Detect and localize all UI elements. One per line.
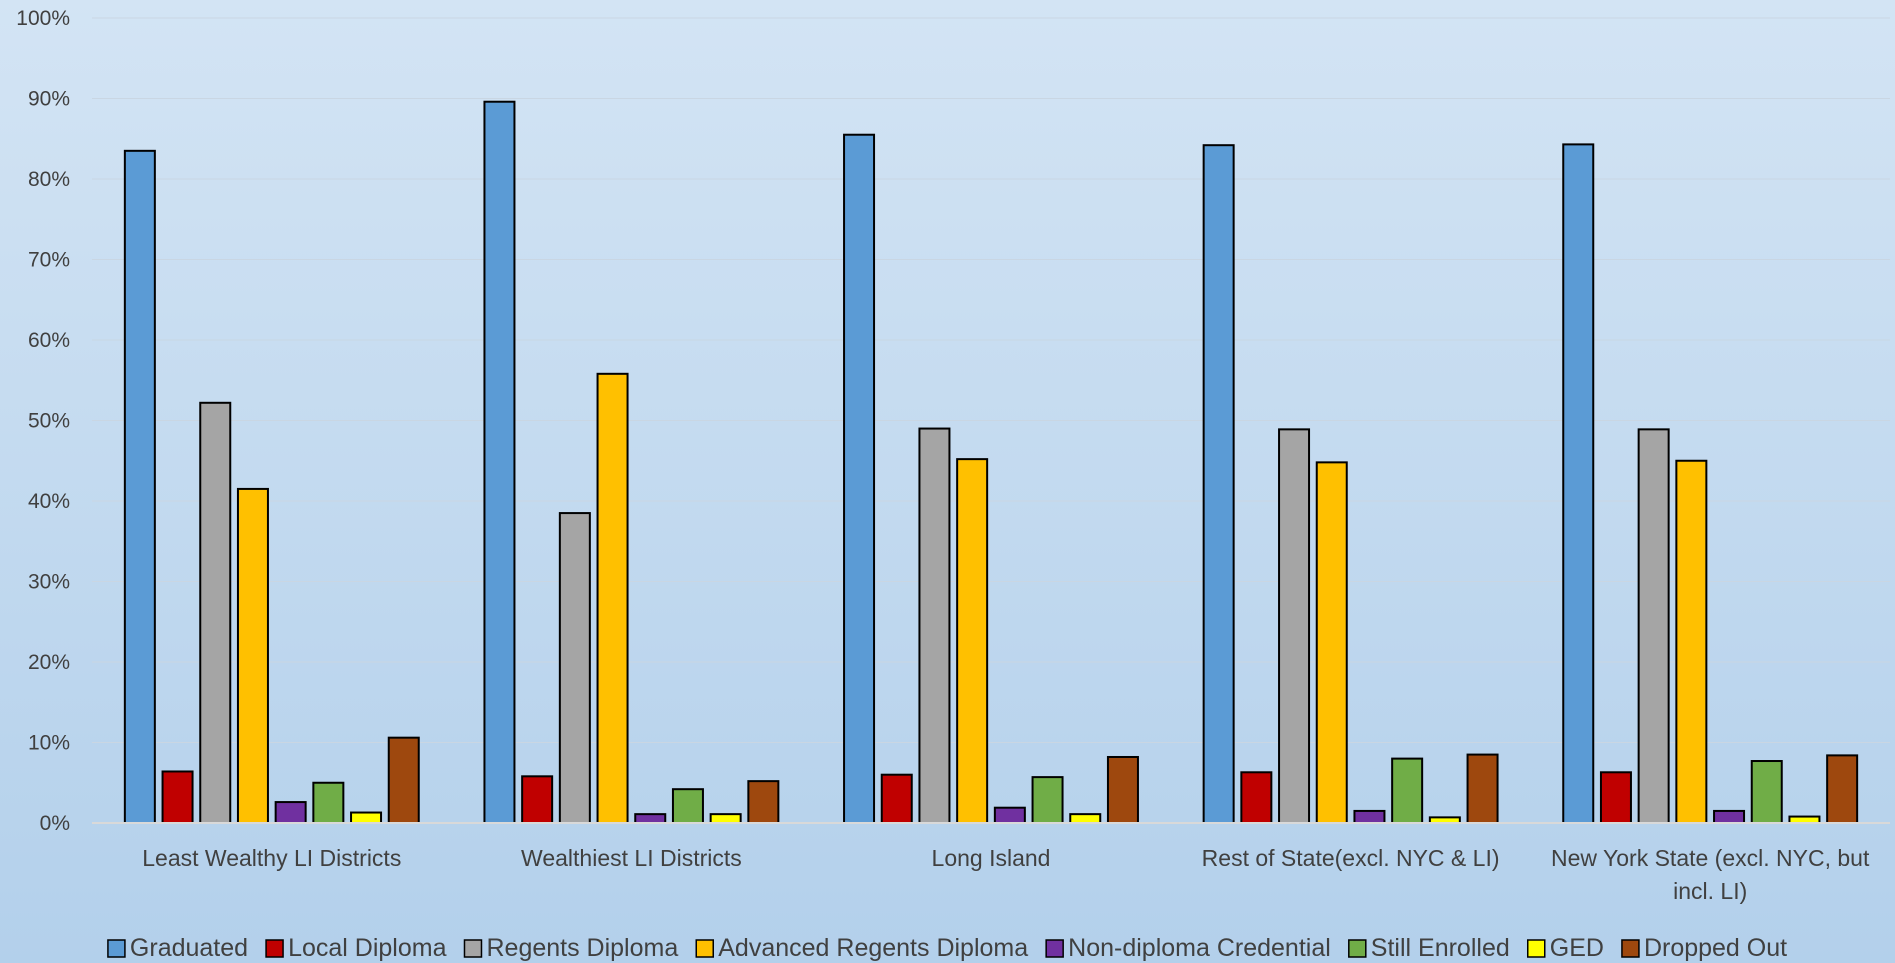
legend-item: Still Enrolled: [1348, 934, 1510, 962]
bar-graduated: [483, 100, 516, 825]
y-tick-label: 30%: [28, 571, 70, 594]
legend-swatch: [107, 939, 126, 958]
bar-regents-diploma: [1637, 428, 1670, 824]
y-tick-label: 0%: [40, 812, 70, 835]
y-tick-label: 10%: [28, 732, 70, 755]
bar-ged: [1069, 813, 1102, 825]
legend-label: GED: [1550, 934, 1604, 962]
bar-non-diploma-credential: [634, 813, 667, 825]
legend-item: Advanced Regents Diploma: [695, 934, 1028, 962]
bar-local-diploma: [880, 773, 913, 825]
bar-non-diploma-credential: [1713, 809, 1746, 824]
bar-regents-diploma: [558, 512, 591, 824]
bar-local-diploma: [521, 775, 554, 824]
category-label: Least Wealthy LI Districts: [142, 845, 401, 871]
legend-swatch: [463, 939, 483, 958]
legend-item: Dropped Out: [1621, 934, 1787, 962]
bar-regents-diploma: [1278, 428, 1311, 824]
legend-item: GED: [1527, 934, 1604, 962]
bar-advanced-regents-diploma: [1315, 461, 1348, 824]
y-tick-label: 90%: [28, 88, 70, 111]
category-label: Wealthiest LI Districts: [521, 845, 742, 871]
legend-swatch: [1348, 939, 1367, 958]
bar-regents-diploma: [918, 427, 951, 824]
bar-dropped-out: [387, 736, 420, 824]
legend-label: Graduated: [130, 934, 248, 962]
bar-advanced-regents-diploma: [236, 487, 269, 824]
bar-graduated: [123, 149, 156, 824]
bar-still-enrolled: [1031, 776, 1064, 824]
bar-local-diploma: [1240, 771, 1273, 824]
bar-still-enrolled: [1750, 760, 1783, 825]
legend: Graduated Local Diploma Regents Diploma Adv…: [107, 934, 1787, 962]
bar-ged: [709, 813, 742, 825]
y-tick-label: 80%: [28, 168, 70, 191]
legend-label: Still Enrolled: [1371, 934, 1510, 962]
legend-item: Non-diploma Credential: [1045, 934, 1331, 962]
bar-regents-diploma: [199, 401, 232, 824]
legend-label: Regents Diploma: [486, 934, 678, 962]
bar-still-enrolled: [312, 781, 345, 824]
category-label: incl. LI): [1673, 878, 1747, 904]
bar-still-enrolled: [671, 788, 704, 825]
y-tick-label: 70%: [28, 249, 70, 272]
bar-dropped-out: [1106, 755, 1139, 824]
bar-advanced-regents-diploma: [956, 458, 989, 824]
legend-swatch: [695, 939, 714, 958]
bar-ged: [350, 811, 383, 824]
legend-swatch: [1621, 939, 1640, 958]
legend-item: Graduated: [107, 934, 248, 962]
bars: [123, 100, 1859, 825]
legend-swatch: [265, 939, 284, 958]
category-label: Rest of State(excl. NYC & LI): [1202, 845, 1500, 871]
y-tick-label: 100%: [16, 7, 70, 30]
legend-item: Regents Diploma: [463, 934, 678, 962]
y-tick-label: 20%: [28, 651, 70, 674]
bar-still-enrolled: [1391, 757, 1424, 824]
bar-non-diploma-credential: [1353, 809, 1386, 824]
y-tick-label: 50%: [28, 410, 70, 433]
bar-dropped-out: [1826, 754, 1859, 825]
gridlines: [92, 17, 1890, 743]
bar-advanced-regents-diploma: [1675, 459, 1708, 824]
legend-swatch: [1527, 939, 1546, 958]
bar-non-diploma-credential: [993, 806, 1026, 825]
y-tick-label: 60%: [28, 329, 70, 352]
bar-dropped-out: [1466, 753, 1499, 825]
legend-label: Dropped Out: [1644, 934, 1787, 962]
bar-local-diploma: [1599, 771, 1632, 824]
category-label: New York State (excl. NYC, but: [1551, 845, 1870, 871]
bar-advanced-regents-diploma: [596, 372, 629, 824]
y-tick-label: 40%: [28, 490, 70, 513]
legend-item: Local Diploma: [265, 934, 447, 962]
bar-local-diploma: [161, 770, 194, 824]
y-axis-tick-labels: 0% 10% 20% 30% 40% 50% 60% 70% 80% 90% 100%: [16, 7, 70, 835]
bar-dropped-out: [747, 780, 780, 825]
legend-label: Non-diploma Credential: [1068, 934, 1331, 962]
bar-graduated: [843, 133, 876, 825]
bar-graduated: [1202, 144, 1235, 824]
legend-label: Local Diploma: [288, 934, 447, 962]
legend-swatch: [1045, 939, 1064, 958]
bar-non-diploma-credential: [274, 801, 307, 825]
bar-graduated: [1562, 143, 1595, 824]
legend-label: Advanced Regents Diploma: [718, 934, 1028, 962]
category-labels: Least Wealthy LI Districts Wealthiest LI …: [142, 845, 1870, 904]
category-label: Long Island: [932, 845, 1051, 871]
